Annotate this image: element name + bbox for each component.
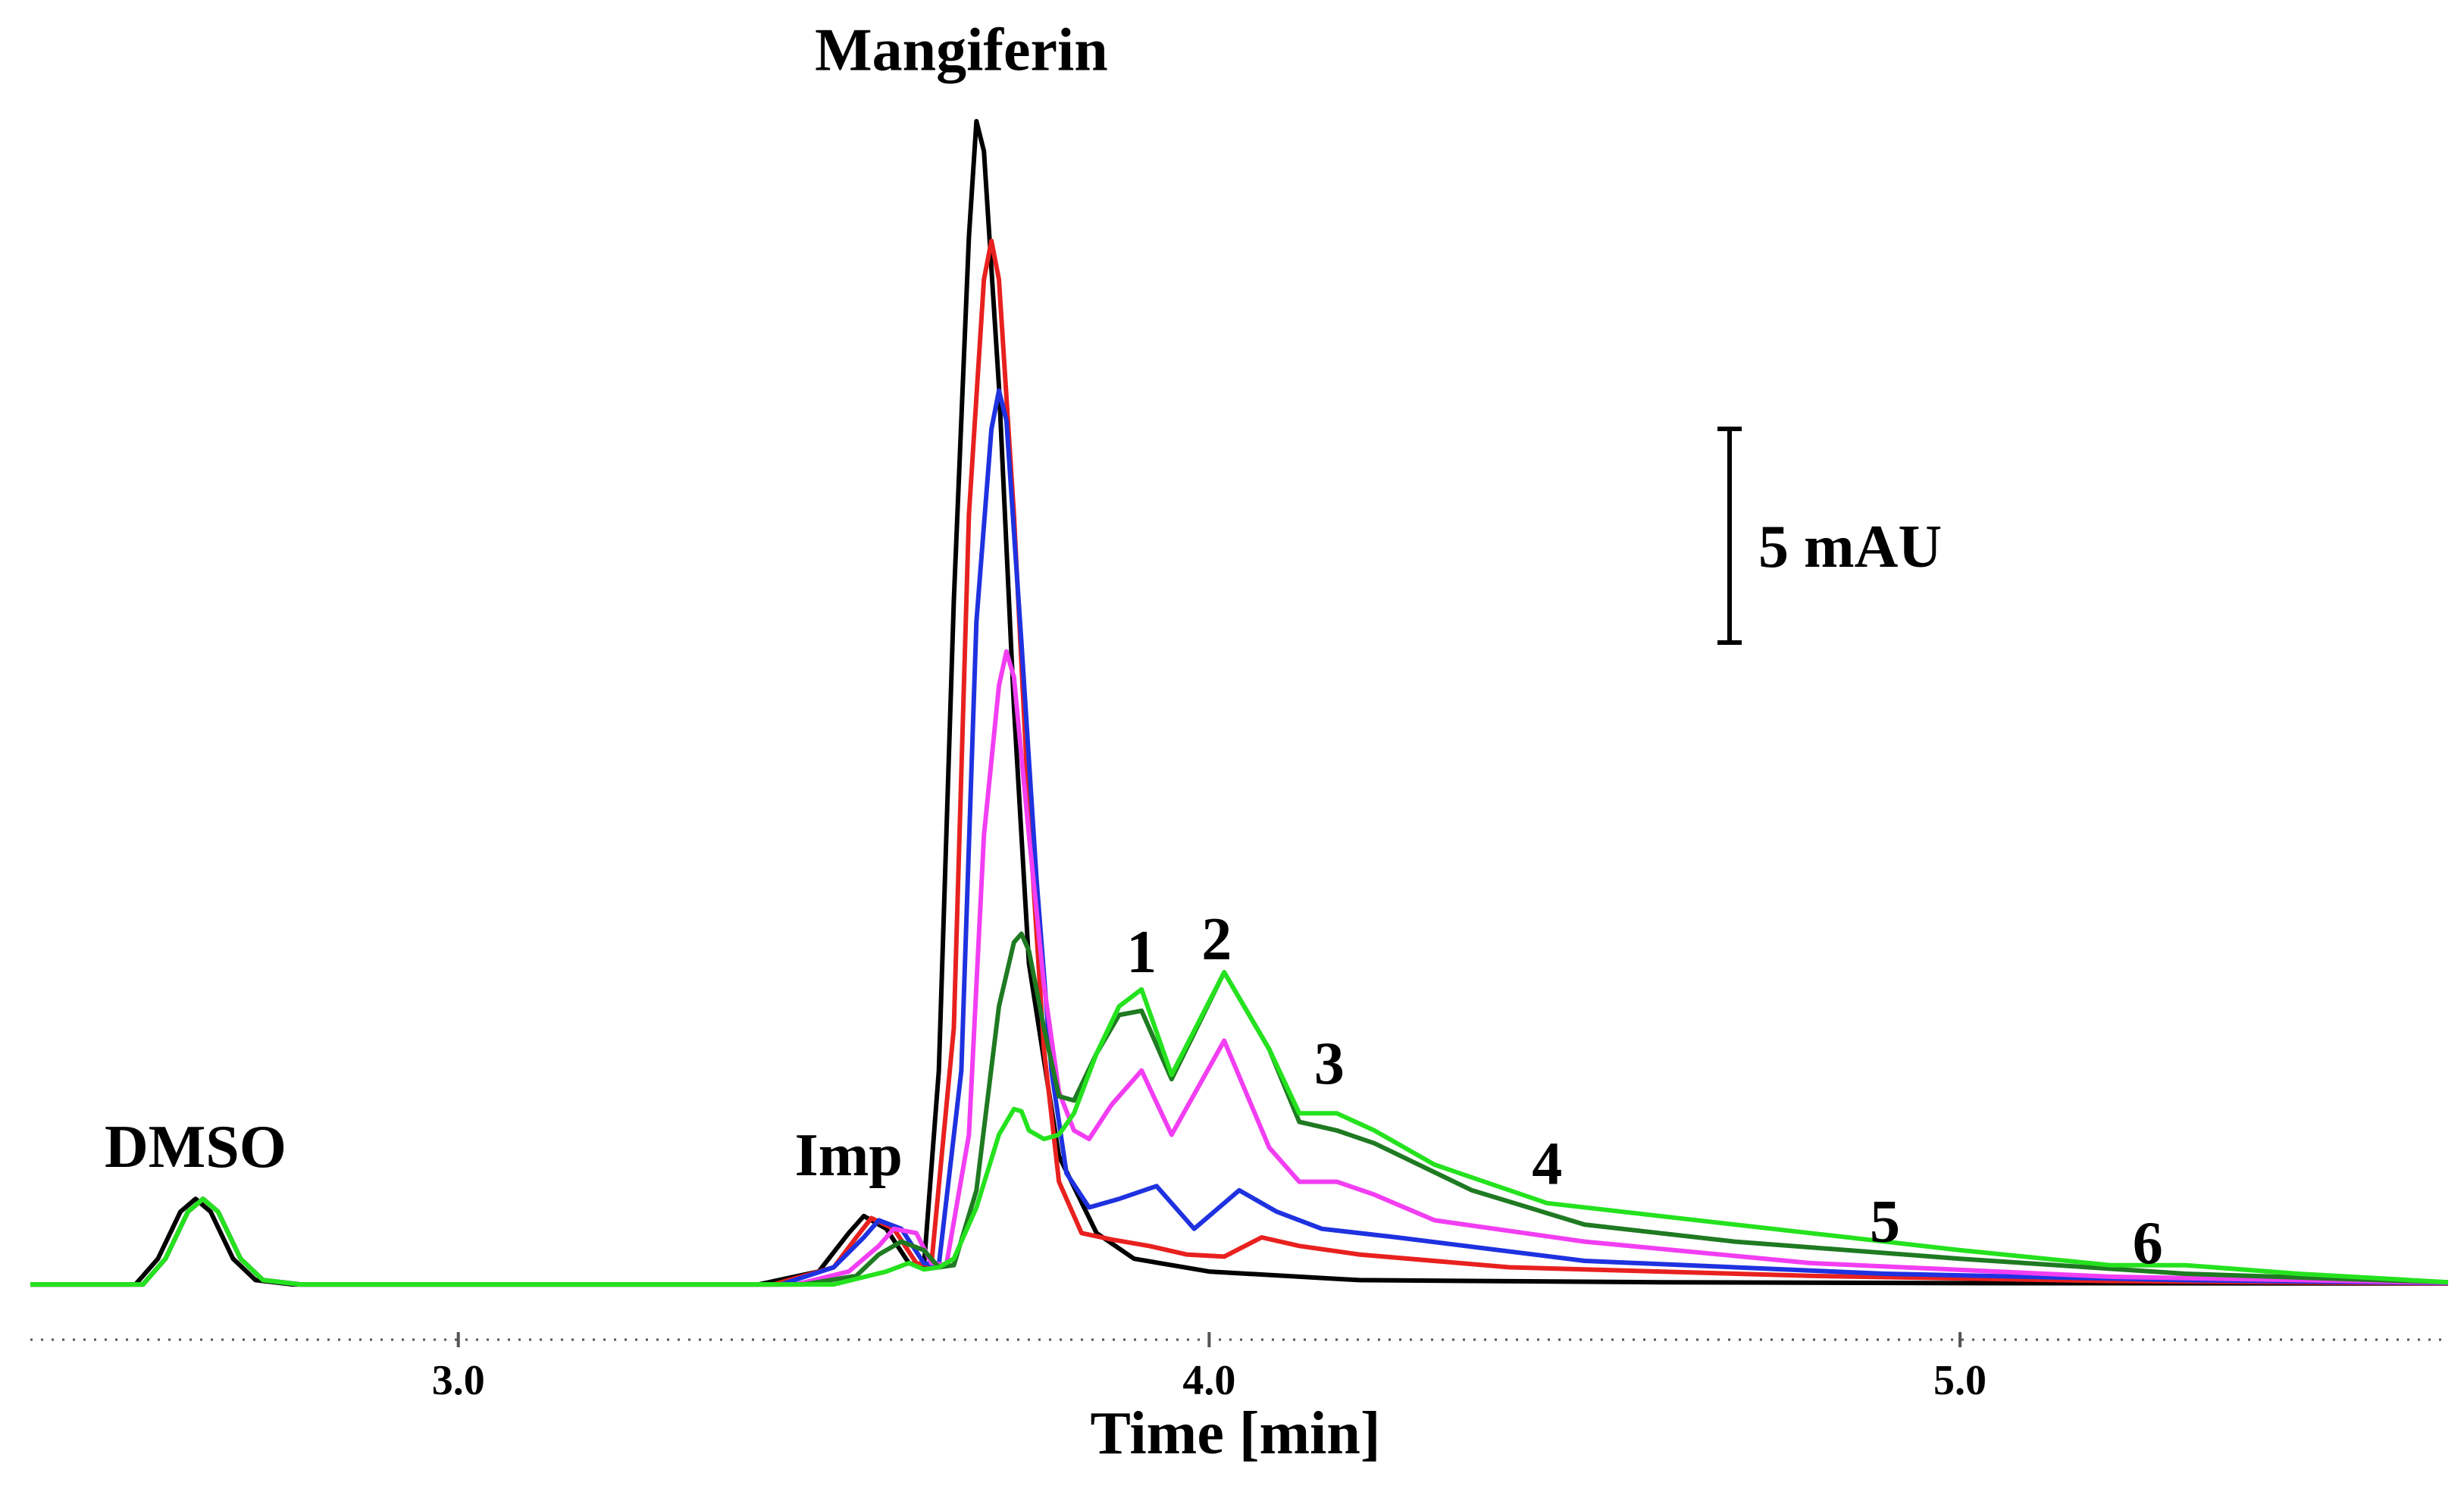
trace-black	[30, 119, 2449, 1287]
scale-bar: 5 mAU	[1717, 427, 1942, 645]
x-tick-label: 3.0	[432, 1357, 485, 1404]
peak-label-3: 3	[1314, 1031, 1345, 1097]
trace-green	[30, 970, 2449, 1287]
peak-labels: DMSO Imp Mangiferin 1 2 3 4 5 6	[105, 17, 2163, 1277]
x-tick-labels: 3.0 4.0 5.0	[432, 1332, 1987, 1404]
peak-label-2: 2	[1201, 906, 1232, 973]
peak-label-6: 6	[2133, 1210, 2163, 1277]
x-tick-label: 4.0	[1182, 1357, 1235, 1404]
scale-bar-label: 5 mAU	[1758, 514, 1942, 580]
peak-label-dmso: DMSO	[105, 1114, 286, 1181]
peak-label-1: 1	[1126, 919, 1157, 986]
peak-label-5: 5	[1870, 1189, 1900, 1256]
peak-label-4: 4	[1532, 1131, 1562, 1197]
peak-label-imp: Imp	[795, 1122, 903, 1189]
peak-label-mangiferin: Mangiferin	[815, 17, 1108, 83]
x-axis-title: Time [min]	[1091, 1400, 1381, 1467]
x-tick-label: 5.0	[1933, 1357, 1987, 1404]
traces-group	[30, 119, 2449, 1287]
